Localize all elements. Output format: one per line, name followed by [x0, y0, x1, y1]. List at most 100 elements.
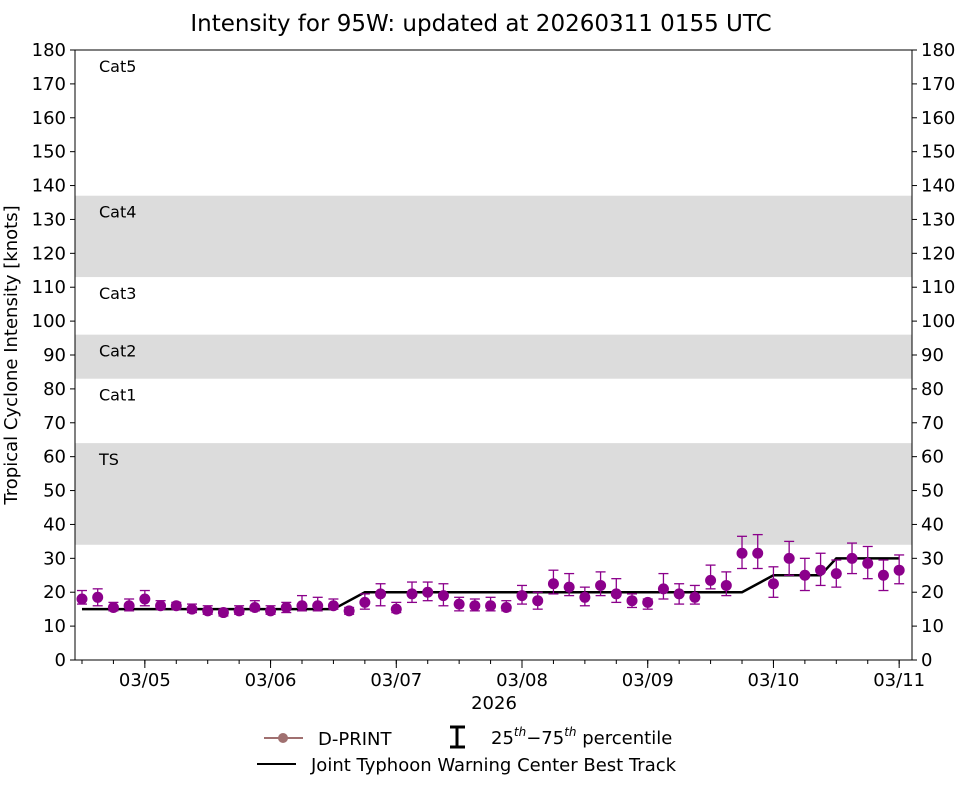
- y-tick-label-right: 140: [921, 176, 955, 197]
- dprint-marker: [170, 600, 182, 612]
- band-label-cat1: Cat1: [99, 386, 136, 405]
- band-cat2: [75, 334, 912, 379]
- y-tick-label-right: 70: [921, 413, 944, 434]
- y-tick-label-right: 90: [921, 345, 944, 366]
- dprint-marker: [626, 595, 638, 607]
- y-tick-label-left: 50: [43, 481, 66, 502]
- y-tick-label-left: 100: [32, 311, 66, 332]
- dprint-point: [579, 586, 591, 607]
- dprint-point: [155, 600, 167, 612]
- dprint-point: [877, 559, 889, 592]
- dprint-point: [485, 596, 497, 612]
- x-tick-label: 03/06: [245, 670, 297, 691]
- dprint-point: [752, 533, 764, 570]
- y-tick-label-right: 130: [921, 209, 955, 230]
- dprint-marker: [280, 601, 292, 613]
- dprint-point: [846, 542, 858, 575]
- y-tick-label-left: 150: [32, 142, 66, 163]
- x-tick-label: 03/09: [622, 670, 674, 691]
- y-tick-label-left: 120: [32, 243, 66, 264]
- dprint-point: [123, 598, 135, 612]
- y-tick-label-left: 30: [43, 548, 66, 569]
- dprint-point: [767, 566, 779, 598]
- band-label-cat2: Cat2: [99, 342, 136, 361]
- dprint-point: [186, 603, 198, 615]
- dprint-point: [626, 593, 638, 609]
- dprint-point: [689, 584, 701, 605]
- dprint-marker: [752, 547, 764, 559]
- chart-title: Intensity for 95W: updated at 20260311 0…: [190, 11, 771, 37]
- dprint-point: [705, 564, 717, 590]
- x-tick-label: 03/11: [873, 670, 925, 691]
- dprint-marker: [846, 552, 858, 564]
- dprint-point: [720, 571, 732, 597]
- dprint-point: [139, 589, 151, 607]
- dprint-point: [453, 596, 465, 612]
- x-axis-label: 2026: [471, 693, 517, 714]
- dprint-point: [202, 605, 214, 617]
- dprint-marker: [202, 605, 214, 617]
- dprint-point: [547, 569, 559, 595]
- dprint-marker: [657, 583, 669, 595]
- dprint-point: [516, 584, 528, 605]
- dprint-point: [280, 601, 292, 614]
- x-tick-label: 03/07: [370, 670, 422, 691]
- dprint-marker: [893, 564, 905, 576]
- dprint-marker: [736, 547, 748, 559]
- dprint-point: [563, 572, 575, 597]
- dprint-point: [830, 559, 842, 588]
- dprint-marker: [92, 591, 104, 603]
- dprint-marker: [375, 588, 387, 600]
- legend-percentile-label: 25th−75th percentile: [491, 725, 672, 749]
- dprint-point: [673, 583, 685, 605]
- dprint-marker: [830, 568, 842, 580]
- y-tick-label-right: 160: [921, 108, 955, 129]
- dprint-point: [610, 578, 622, 604]
- dprint-marker: [233, 605, 245, 617]
- dprint-marker: [312, 600, 324, 612]
- band-label-cat4: Cat4: [99, 203, 136, 222]
- dprint-marker: [532, 595, 544, 607]
- y-tick-label-left: 10: [43, 616, 66, 637]
- y-tick-label-left: 170: [32, 74, 66, 95]
- dprint-point: [893, 554, 905, 585]
- y-tick-label-left: 0: [55, 650, 66, 671]
- band-ts: [75, 443, 912, 545]
- dprint-marker: [595, 579, 607, 591]
- legend-errorbar-icon: [450, 725, 465, 749]
- y-tick-label-right: 0: [921, 650, 932, 671]
- dprint-marker: [547, 578, 559, 590]
- dprint-point: [657, 572, 669, 600]
- y-tick-label-left: 110: [32, 277, 66, 298]
- dprint-marker: [76, 593, 88, 605]
- y-tick-label-left: 130: [32, 209, 66, 230]
- y-tick-label-left: 180: [32, 40, 66, 61]
- dprint-marker: [437, 590, 449, 602]
- dprint-marker: [815, 564, 827, 576]
- dprint-point: [406, 581, 418, 604]
- dprint-marker: [453, 598, 465, 610]
- dprint-point: [359, 593, 371, 610]
- dprint-point: [500, 600, 512, 613]
- dprint-marker: [862, 557, 874, 569]
- dprint-point: [783, 540, 795, 576]
- dprint-marker: [469, 600, 481, 612]
- dprint-point: [265, 605, 277, 617]
- dprint-marker: [390, 603, 402, 615]
- dprint-marker: [296, 600, 308, 612]
- dprint-point: [437, 583, 449, 607]
- band-label-ts: TS: [98, 450, 119, 469]
- x-tick-label: 03/05: [119, 670, 171, 691]
- y-tick-label-right: 50: [921, 481, 944, 502]
- y-tick-label-right: 110: [921, 277, 955, 298]
- dprint-point: [327, 598, 339, 612]
- y-tick-label-left: 60: [43, 447, 66, 468]
- x-tick-label: 03/08: [496, 670, 548, 691]
- dprint-point: [469, 598, 481, 612]
- y-tick-label-left: 90: [43, 345, 66, 366]
- dprint-marker: [877, 569, 889, 581]
- y-tick-label-right: 60: [921, 447, 944, 468]
- dprint-marker: [107, 601, 119, 613]
- y-tick-label-left: 160: [32, 108, 66, 129]
- dprint-point: [107, 601, 119, 613]
